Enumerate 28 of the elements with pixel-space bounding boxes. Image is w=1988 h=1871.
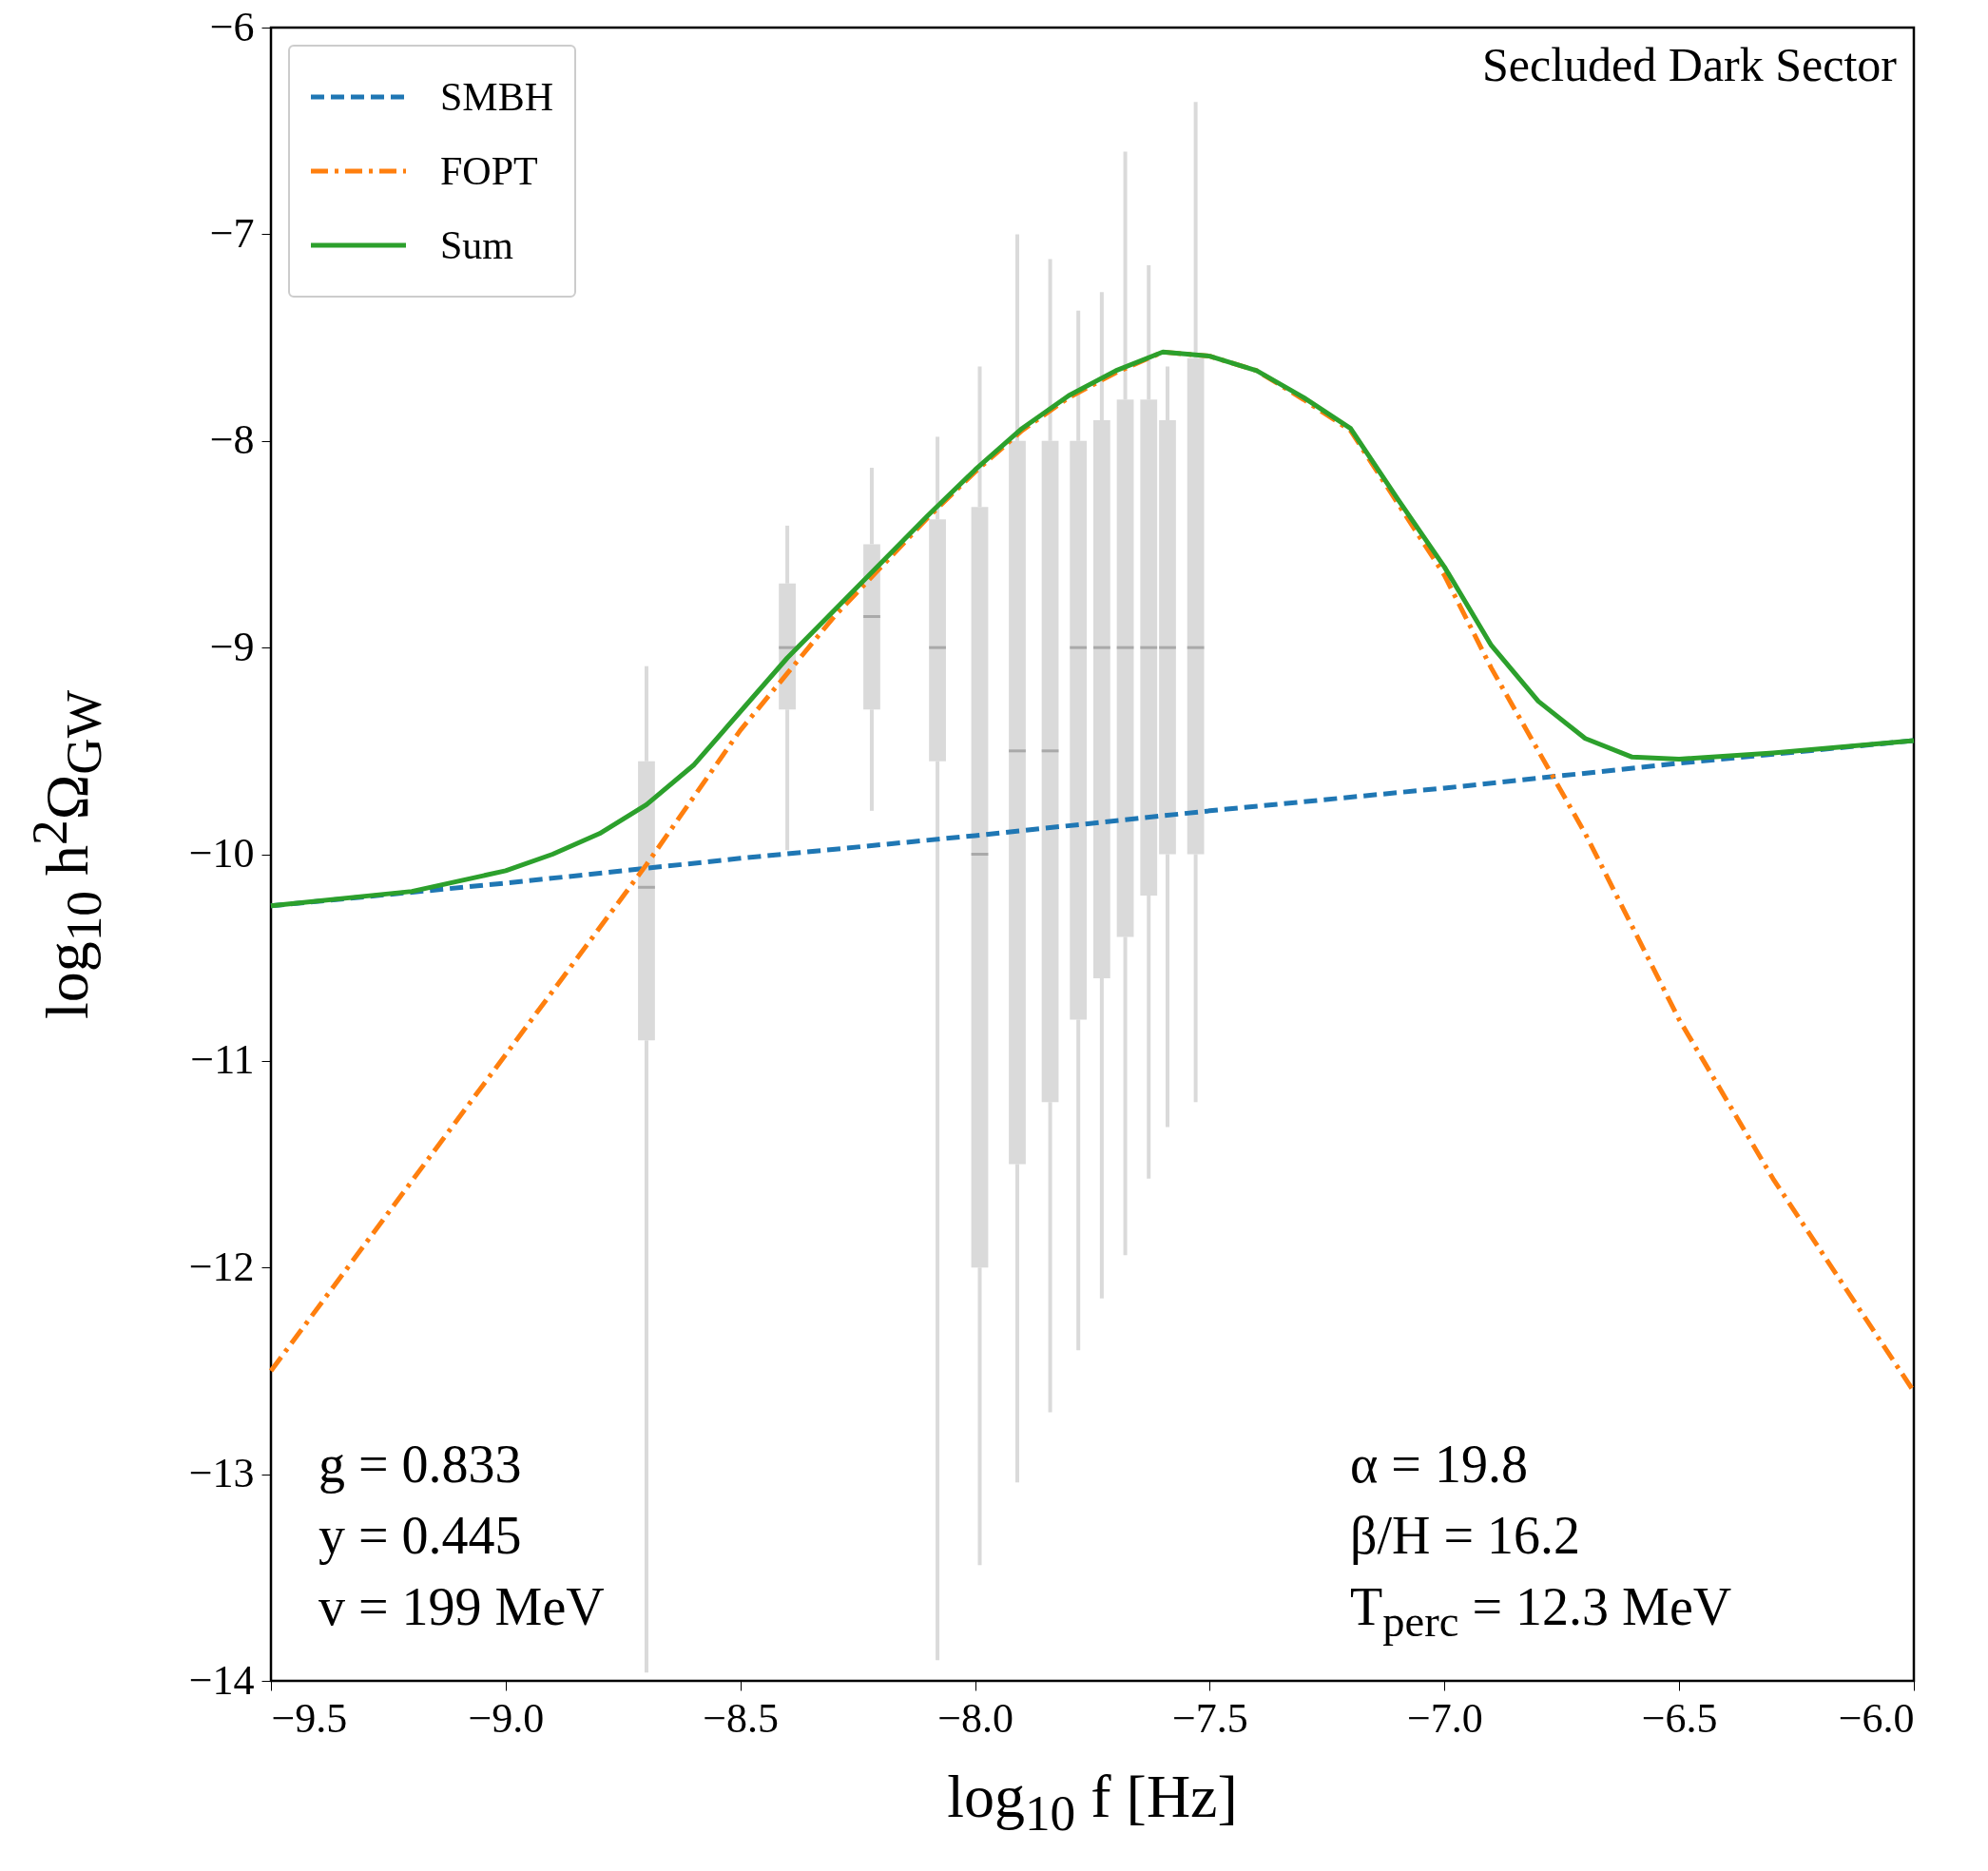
x-tick-label: −8.5 (703, 1694, 780, 1742)
x-tick-label: −9.0 (468, 1694, 545, 1742)
annotation: Secluded Dark Sector (1482, 37, 1897, 92)
annotation: g = 0.833 (318, 1434, 522, 1495)
legend-label: SMBH (440, 74, 554, 120)
y-tick-label: −10 (188, 830, 255, 877)
x-tick-label: −8.0 (937, 1694, 1013, 1742)
annotation: y = 0.445 (318, 1505, 522, 1566)
y-tick-label: −13 (188, 1450, 255, 1497)
y-tick-label: −9 (209, 623, 255, 670)
legend-label: Sum (440, 222, 514, 268)
y-tick-label: −12 (188, 1243, 255, 1290)
annotation: T$_{perc}$ = 12.3 MeV (1350, 1576, 1732, 1648)
y-tick-label: −7 (209, 209, 255, 257)
y-tick-label: −6 (209, 3, 255, 50)
x-tick-label: −7.5 (1172, 1694, 1248, 1742)
x-tick-label: −7.0 (1406, 1694, 1483, 1742)
legend-label: FOPT (440, 148, 538, 194)
x-tick-label: −6.0 (1838, 1694, 1915, 1742)
annotation: α = 19.8 (1350, 1434, 1528, 1495)
annotation: β/H = 16.2 (1350, 1505, 1581, 1566)
x-axis-title: log$_{10}$ f [Hz] (947, 1762, 1238, 1842)
x-tick-label: −6.5 (1641, 1694, 1718, 1742)
y-tick-label: −14 (188, 1656, 255, 1704)
y-tick-label: −8 (209, 416, 255, 464)
x-tick-label: −9.5 (271, 1694, 348, 1742)
y-tick-label: −11 (190, 1036, 255, 1084)
annotation: v = 199 MeV (318, 1576, 605, 1637)
